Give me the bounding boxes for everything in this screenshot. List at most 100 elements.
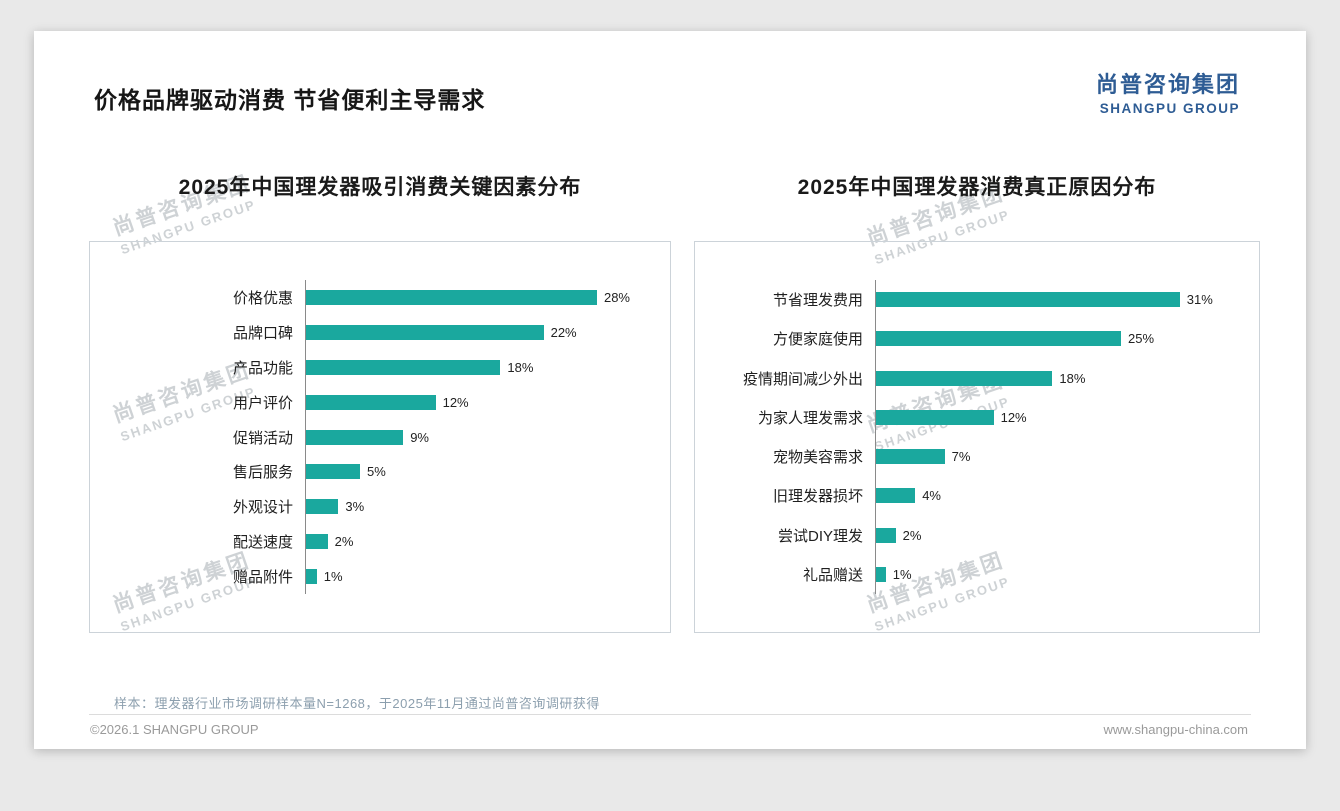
bar-value-label: 31% bbox=[1186, 292, 1213, 308]
category-label: 节省理发费用 bbox=[772, 292, 863, 310]
bar bbox=[306, 289, 597, 305]
bar-track: 25% bbox=[875, 319, 1219, 359]
bar bbox=[876, 527, 896, 543]
category-label: 品牌口碑 bbox=[232, 324, 293, 342]
logo-en: SHANGPU GROUP bbox=[1099, 101, 1240, 116]
bar-rows: 价格优惠 28% 品牌口碑 22% 产品功能 18% 用户评价 12% 促销活动 9% 售后服务 5%… bbox=[90, 280, 630, 595]
bar-row: 配送速度 2% bbox=[90, 524, 630, 560]
category-label: 产品功能 bbox=[232, 359, 293, 377]
company-logo: 尚普咨询集团 SHANGPU GROUP bbox=[1096, 67, 1240, 116]
bar bbox=[876, 409, 994, 425]
bar-track: 2% bbox=[875, 515, 1219, 555]
footer-website: www.shangpu-china.com bbox=[1103, 722, 1248, 737]
category-label: 外观设计 bbox=[232, 499, 293, 517]
bar-value-label: 9% bbox=[410, 429, 429, 445]
category-label: 礼品赠送 bbox=[802, 566, 863, 584]
bar-row: 价格优惠 28% bbox=[90, 280, 630, 315]
bar bbox=[306, 359, 501, 375]
bar-rows: 节省理发费用 31% 方便家庭使用 25% 疫情期间减少外出 18% 为家人理发需求 12% 宠… bbox=[695, 280, 1219, 594]
bar-row: 疫情期间减少外出 18% bbox=[695, 358, 1219, 398]
bar-value-label: 7% bbox=[951, 449, 971, 465]
bar-value-label: 1% bbox=[892, 566, 912, 582]
bar bbox=[876, 331, 1121, 347]
bar-value-label: 18% bbox=[507, 359, 534, 375]
category-label: 尝试DIY理发 bbox=[777, 527, 863, 545]
bar-value-label: 12% bbox=[1000, 409, 1027, 425]
bar-row: 旧理发器损坏 4% bbox=[695, 476, 1219, 516]
category-label: 为家人理发需求 bbox=[757, 409, 863, 427]
bar-row: 尝试DIY理发 2% bbox=[695, 515, 1219, 555]
category-label: 疫情期间减少外出 bbox=[742, 370, 863, 388]
chart-panel-real-reasons: 节省理发费用 31% 方便家庭使用 25% 疫情期间减少外出 18% 为家人理发需求 12% 宠… bbox=[694, 241, 1260, 633]
bar bbox=[306, 394, 436, 410]
bar-row: 宠物美容需求 7% bbox=[695, 437, 1219, 477]
bar-track: 18% bbox=[875, 358, 1219, 398]
bar-value-label: 3% bbox=[345, 499, 365, 515]
chart-panel-key-factors: 价格优惠 28% 品牌口碑 22% 产品功能 18% 用户评价 12% 促销活动 9% 售后服务 5%… bbox=[89, 241, 671, 633]
bar-track: 1% bbox=[305, 559, 630, 595]
category-label: 价格优惠 bbox=[232, 289, 293, 307]
bar-row: 赠品附件 1% bbox=[90, 559, 630, 595]
category-label: 用户评价 bbox=[232, 394, 293, 412]
bar-row: 外观设计 3% bbox=[90, 489, 630, 525]
bar bbox=[306, 499, 339, 515]
bar-value-label: 1% bbox=[323, 569, 343, 585]
bar bbox=[876, 449, 945, 465]
category-label: 宠物美容需求 bbox=[772, 449, 863, 467]
bar-track: 12% bbox=[305, 384, 630, 420]
bar-value-label: 12% bbox=[442, 394, 469, 410]
bar bbox=[876, 566, 886, 582]
bar-track: 22% bbox=[305, 314, 630, 350]
sample-footnote: 样本：理发器行业市场调研样本量N=1268，于2025年11月通过尚普咨询调研获… bbox=[114, 696, 600, 711]
bar-track: 5% bbox=[305, 454, 630, 490]
bar-value-label: 2% bbox=[334, 534, 354, 550]
bar-track: 1% bbox=[875, 554, 1219, 594]
chart-title-right: 2025年中国理发器消费真正原因分布 bbox=[797, 176, 1157, 199]
bar-row: 为家人理发需求 12% bbox=[695, 397, 1219, 437]
bar-row: 品牌口碑 22% bbox=[90, 314, 630, 350]
bar-track: 4% bbox=[875, 476, 1219, 516]
bar bbox=[306, 569, 317, 585]
bar-value-label: 25% bbox=[1128, 331, 1155, 347]
slide: 尚普咨询集团 SHANGPU GROUP 尚普咨询集团 SHANGPU GROU… bbox=[34, 31, 1306, 749]
bar-row: 礼品赠送 1% bbox=[695, 554, 1219, 594]
bar-track: 28% bbox=[305, 280, 630, 315]
bar-value-label: 28% bbox=[603, 289, 630, 305]
footer-copyright: ©2026.1 SHANGPU GROUP bbox=[90, 722, 259, 737]
bar bbox=[876, 370, 1053, 386]
bar bbox=[876, 488, 916, 504]
bar bbox=[306, 534, 328, 550]
bar-track: 12% bbox=[875, 397, 1219, 437]
bar bbox=[306, 324, 544, 340]
category-label: 配送速度 bbox=[232, 534, 293, 552]
bar-track: 9% bbox=[305, 419, 630, 455]
chart-title-left: 2025年中国理发器吸引消费关键因素分布 bbox=[178, 176, 582, 199]
bar-value-label: 2% bbox=[902, 527, 922, 543]
bar-value-label: 18% bbox=[1059, 370, 1086, 386]
footer-divider bbox=[89, 714, 1251, 715]
bar bbox=[876, 292, 1180, 308]
category-label: 促销活动 bbox=[232, 429, 293, 447]
bar-track: 7% bbox=[875, 437, 1219, 477]
bar-row: 用户评价 12% bbox=[90, 384, 630, 420]
bar-row: 节省理发费用 31% bbox=[695, 280, 1219, 320]
category-label: 赠品附件 bbox=[232, 569, 293, 587]
category-label: 旧理发器损坏 bbox=[772, 488, 863, 506]
bar-track: 2% bbox=[305, 524, 630, 560]
bar-value-label: 5% bbox=[367, 464, 386, 480]
page-title: 价格品牌驱动消费 节省便利主导需求 bbox=[94, 87, 486, 113]
bar-row: 促销活动 9% bbox=[90, 419, 630, 455]
bar-track: 3% bbox=[305, 489, 630, 525]
logo-cn: 尚普咨询集团 bbox=[1095, 72, 1240, 97]
bar-row: 产品功能 18% bbox=[90, 349, 630, 385]
category-label: 方便家庭使用 bbox=[772, 331, 863, 349]
bar-row: 方便家庭使用 25% bbox=[695, 319, 1219, 359]
bar-value-label: 4% bbox=[922, 488, 941, 504]
bar-track: 31% bbox=[875, 280, 1219, 320]
category-label: 售后服务 bbox=[232, 464, 293, 482]
bar-track: 18% bbox=[305, 349, 630, 385]
bar-row: 售后服务 5% bbox=[90, 454, 630, 490]
bar bbox=[306, 464, 360, 480]
bar-value-label: 22% bbox=[550, 324, 577, 340]
bar bbox=[306, 429, 404, 445]
